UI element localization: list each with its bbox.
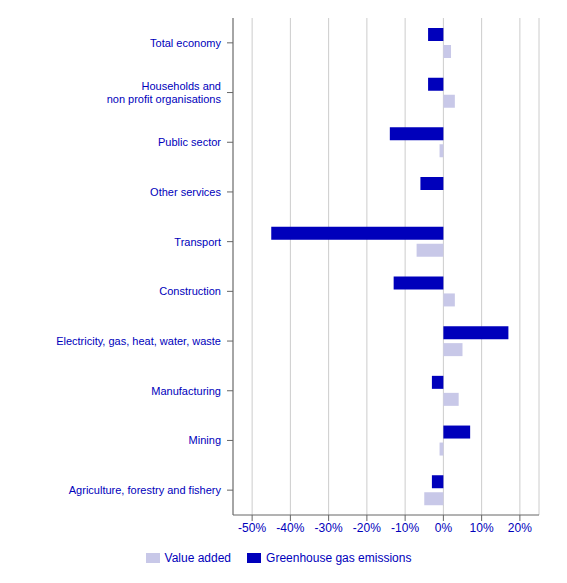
- svg-text:10%: 10%: [470, 521, 494, 535]
- svg-text:0%: 0%: [435, 521, 453, 535]
- svg-text:Total economy: Total economy: [150, 37, 221, 49]
- svg-text:Mining: Mining: [189, 434, 221, 446]
- svg-text:Transport: Transport: [174, 236, 221, 248]
- svg-text:Electricity, gas, heat, water,: Electricity, gas, heat, water, waste: [56, 335, 221, 347]
- svg-text:Households andnon profit organ: Households andnon profit organisations: [107, 80, 222, 105]
- svg-text:Public sector: Public sector: [158, 136, 221, 148]
- svg-text:-20%: -20%: [353, 521, 381, 535]
- svg-text:Construction: Construction: [159, 285, 221, 297]
- svg-text:Manufacturing: Manufacturing: [151, 385, 221, 397]
- svg-text:Agriculture, forestry and fish: Agriculture, forestry and fishery: [69, 484, 222, 496]
- svg-text:-30%: -30%: [315, 521, 343, 535]
- svg-text:-50%: -50%: [238, 521, 266, 535]
- svg-text:-40%: -40%: [276, 521, 304, 535]
- html-text:Value added: Value added: [164, 551, 231, 565]
- svg-text:20%: 20%: [508, 521, 532, 535]
- svg-text:-10%: -10%: [391, 521, 419, 535]
- html-text:Greenhouse gas emissions: Greenhouse gas emissions: [266, 551, 412, 565]
- svg-text:Other services: Other services: [150, 186, 221, 198]
